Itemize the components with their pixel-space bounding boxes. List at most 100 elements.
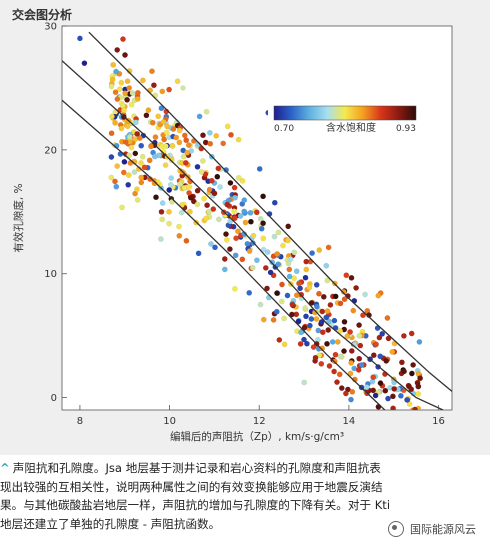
data-point [343, 272, 350, 279]
data-point [176, 139, 183, 146]
data-point [399, 359, 405, 366]
wechat-logo-icon [388, 521, 404, 537]
data-point [151, 180, 158, 187]
data-point [162, 143, 169, 150]
data-point [258, 225, 265, 232]
data-point [331, 368, 337, 375]
data-point [385, 395, 391, 402]
data-point [120, 36, 126, 42]
data-point [377, 353, 384, 360]
data-point [208, 241, 214, 247]
data-point [399, 421, 404, 426]
data-point [133, 119, 139, 126]
data-point [303, 313, 309, 320]
data-point [235, 228, 241, 235]
data-point [417, 432, 422, 437]
data-point [308, 316, 315, 322]
data-point [390, 393, 396, 400]
data-point [260, 235, 267, 242]
data-point [341, 348, 347, 354]
data-point [221, 266, 228, 273]
data-point [355, 367, 362, 373]
data-point [248, 218, 254, 225]
data-point [390, 405, 396, 410]
data-point [159, 200, 166, 206]
data-point [257, 215, 264, 222]
data-point [401, 333, 407, 339]
data-point [203, 108, 210, 115]
data-point [324, 308, 331, 314]
data-point [380, 409, 384, 410]
data-point [178, 209, 185, 216]
data-point [134, 197, 141, 203]
data-point [210, 206, 217, 212]
data-point [412, 414, 417, 419]
data-point [223, 237, 230, 243]
data-point [396, 426, 401, 431]
data-point [418, 440, 423, 445]
data-point [286, 266, 293, 273]
data-point [237, 213, 244, 219]
data-point [151, 82, 157, 89]
data-point [279, 281, 285, 288]
data-point [186, 184, 193, 190]
data-point [206, 209, 212, 215]
data-point [118, 125, 125, 132]
data-point [264, 249, 271, 255]
data-point [324, 277, 331, 284]
data-point [319, 345, 325, 352]
data-point [215, 165, 222, 172]
y-tick-label: 20 [44, 145, 57, 156]
caption-line: ^ 声阻抗和孔隙度。Jsa 地层基于测井记录和岩心资料的孔隙度和声阻抗表 [0, 461, 381, 475]
data-point [302, 274, 309, 281]
data-point [409, 370, 415, 377]
data-point [194, 163, 201, 170]
data-point [170, 126, 177, 132]
data-point [350, 307, 357, 314]
y-axis-label: 有效孔隙度, % [12, 183, 25, 252]
data-point [348, 274, 355, 281]
data-point [129, 90, 136, 96]
data-point [377, 380, 384, 386]
data-point [271, 199, 278, 206]
data-point [357, 342, 364, 349]
data-point [348, 360, 354, 366]
data-point [304, 340, 310, 347]
data-point [382, 387, 389, 394]
data-point [241, 197, 248, 203]
data-point [344, 333, 351, 339]
data-point [187, 208, 193, 215]
data-point [119, 204, 125, 211]
data-point [158, 208, 165, 215]
data-point [108, 130, 115, 137]
data-point [327, 302, 334, 308]
data-point [134, 186, 140, 193]
x-tick-label: 16 [432, 416, 445, 427]
data-point [143, 112, 150, 119]
data-point [275, 261, 282, 268]
data-point [214, 173, 221, 180]
data-point [176, 223, 182, 230]
data-point [310, 344, 317, 350]
data-point [138, 160, 144, 166]
data-point [281, 315, 287, 322]
data-point [244, 240, 251, 247]
colorbar-max-label: 0.93 [396, 124, 416, 134]
data-point [110, 61, 117, 68]
x-axis-label: 编辑后的声阻抗（Zp）, km/s·g/cm³ [170, 430, 344, 443]
data-point [416, 339, 423, 345]
data-point [313, 281, 320, 288]
data-point [370, 352, 377, 359]
data-point [280, 242, 286, 249]
data-point [231, 184, 238, 191]
data-point [126, 68, 133, 74]
data-point [376, 334, 383, 341]
data-point [124, 123, 131, 130]
data-point [276, 337, 283, 343]
data-point [132, 150, 139, 157]
data-point [360, 312, 366, 319]
data-point [212, 244, 218, 251]
data-point [166, 187, 173, 193]
data-point [125, 181, 132, 188]
data-point [134, 131, 141, 137]
